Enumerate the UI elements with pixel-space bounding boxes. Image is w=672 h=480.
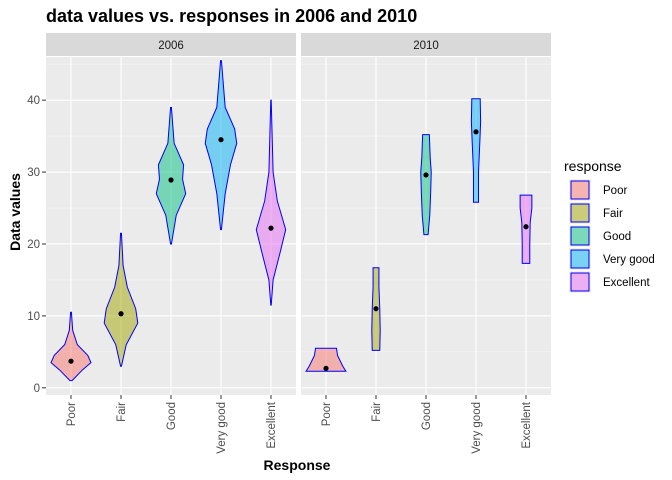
legend-swatch-good [570, 226, 590, 246]
violin-excellent-2006 [255, 99, 287, 306]
median-point-excellent-2010 [523, 224, 529, 230]
y-tick-label: 20 [27, 239, 40, 251]
strip-label: 2006 [158, 40, 184, 52]
legend-label: Good [603, 231, 631, 243]
facet-panel-2010: 2010 Poor Fair Good Very good Excellent [301, 33, 551, 454]
legend-label: Very good [603, 254, 655, 266]
chart-title: data values vs. responses in 2006 and 20… [46, 6, 417, 26]
median-point-good-2010 [423, 172, 429, 178]
median-point-very-good-2010 [473, 129, 479, 135]
legend-swatch-very-good [570, 249, 590, 269]
violin-very-good-2006 [204, 60, 238, 231]
legend-swatch-excellent [570, 272, 590, 292]
violin-good-2010 [420, 134, 432, 236]
legend-title: response [564, 158, 622, 174]
y-tick-label: 10 [27, 311, 40, 323]
median-point-very-good-2006 [218, 137, 224, 143]
legend-label: Poor [603, 185, 627, 197]
x-tick-label: Excellent [266, 401, 278, 448]
facet-panels: 2006 Poor Fair Good Very good Excellent 2010 Po… [46, 33, 551, 454]
x-tick-label: Good [421, 402, 433, 430]
median-point-excellent-2006 [268, 225, 274, 231]
median-point-fair-2010 [373, 306, 379, 312]
y-axis-title: Data values [7, 173, 23, 251]
legend: response Poor Fair Good Very good Excellent [564, 158, 655, 293]
x-tick-label: Fair [116, 402, 128, 422]
violin-poor-2010 [305, 347, 347, 372]
strip-label: 2010 [413, 40, 439, 52]
median-point-poor-2006 [68, 358, 74, 364]
legend-label: Excellent [603, 277, 650, 289]
violin-fair-2006 [103, 232, 139, 367]
legend-label: Fair [603, 208, 623, 220]
y-tick-label: 30 [27, 167, 40, 179]
facet-panel-2006: 2006 Poor Fair Good Very good Excellent [46, 33, 296, 454]
x-tick-label: Poor [321, 402, 333, 426]
violin-very-good-2010 [470, 98, 482, 203]
x-tick-label: Poor [66, 402, 78, 426]
y-tick-label: 40 [27, 95, 40, 107]
median-point-fair-2006 [118, 311, 124, 317]
y-axis: 0 10 20 30 40 [27, 95, 46, 395]
legend-swatch-fair [570, 203, 590, 223]
x-tick-label: Very good [216, 402, 228, 454]
y-tick-label: 0 [34, 383, 40, 395]
strip-background [301, 33, 551, 56]
x-tick-label: Fair [371, 402, 383, 422]
legend-swatch-poor [570, 180, 590, 200]
violin-poor-2006 [50, 311, 92, 382]
violin-good-2006 [155, 106, 187, 245]
median-point-poor-2010 [323, 365, 329, 371]
median-point-good-2006 [168, 177, 174, 183]
x-tick-label: Very good [471, 402, 483, 454]
x-tick-label: Good [166, 402, 178, 430]
x-tick-label: Excellent [521, 401, 533, 448]
strip-background [46, 33, 296, 56]
x-axis-title: Response [264, 457, 331, 473]
